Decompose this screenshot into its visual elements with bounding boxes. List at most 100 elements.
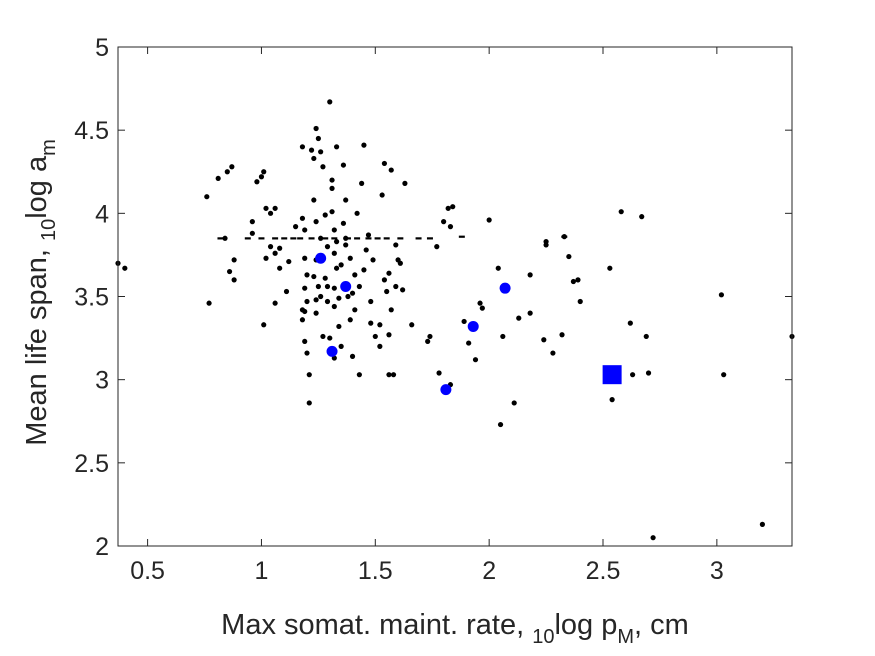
data-point	[277, 265, 283, 271]
x-axis-label: Max somat. maint. rate, 10log pM, cm	[221, 609, 689, 648]
data-point	[477, 300, 483, 306]
data-point	[472, 357, 479, 363]
data-point	[381, 160, 388, 167]
data-point-dash	[344, 237, 351, 240]
data-point	[486, 217, 492, 223]
data-point-dash	[322, 237, 329, 240]
data-point	[630, 372, 636, 378]
data-point-dash	[308, 237, 315, 240]
data-point	[261, 169, 267, 175]
data-point	[363, 247, 369, 253]
x-tick-label: 3	[710, 557, 724, 585]
data-point	[479, 305, 485, 311]
data-point	[345, 293, 351, 300]
data-point	[299, 317, 306, 323]
y-tick-label: 3.5	[74, 284, 109, 312]
data-point	[299, 307, 306, 313]
data-point	[427, 333, 433, 340]
data-point	[333, 265, 340, 271]
data-point	[388, 307, 394, 313]
data-point	[302, 338, 308, 345]
data-point-dash	[297, 237, 304, 240]
x-axis-label-subscript: 10	[532, 626, 554, 648]
x-tick-label: 0.5	[130, 557, 165, 585]
data-point	[324, 283, 331, 290]
data-point-dash	[354, 237, 361, 240]
data-point	[361, 142, 367, 148]
y-tick-label: 5	[95, 34, 109, 62]
plot-area	[115, 99, 795, 541]
data-point	[277, 245, 283, 251]
data-point-dash	[415, 237, 422, 240]
data-point	[311, 197, 317, 203]
data-point	[500, 333, 506, 340]
data-point	[329, 185, 335, 191]
data-point-dash	[365, 237, 372, 240]
x-tick-label: 1.5	[358, 557, 393, 585]
y-tick-label: 4	[95, 200, 109, 228]
axis-ticks: 0.5 1 1.5 2 2.5 3 2 2.5 3 3.5 4 4.5 5	[74, 34, 792, 585]
data-point	[461, 318, 467, 325]
data-point	[315, 135, 321, 142]
data-point	[313, 125, 319, 132]
data-point	[386, 372, 392, 378]
highlight-point	[440, 384, 452, 396]
highlight-point	[340, 281, 352, 293]
data-point-dash	[397, 237, 404, 240]
x-axis-label-prefix: Max somat. maint. rate,	[221, 609, 532, 641]
data-point	[352, 307, 358, 313]
data-point	[329, 177, 335, 183]
data-point-dash	[331, 237, 338, 240]
data-point	[347, 255, 353, 261]
data-point	[359, 180, 365, 186]
data-point	[618, 209, 624, 215]
x-tick-label: 2	[482, 557, 496, 585]
data-point	[215, 175, 221, 182]
data-point	[333, 239, 340, 245]
data-point	[267, 210, 274, 216]
data-point	[497, 421, 504, 428]
data-point	[721, 372, 727, 378]
data-point	[447, 224, 454, 230]
data-point	[639, 214, 645, 220]
data-point	[333, 144, 340, 150]
data-point	[306, 372, 312, 378]
data-point	[315, 283, 321, 290]
data-point	[336, 323, 342, 330]
data-point-dash	[244, 237, 251, 240]
data-point	[645, 370, 652, 376]
data-point	[386, 332, 392, 338]
data-point	[311, 273, 317, 280]
data-point	[527, 272, 533, 278]
data-point	[249, 230, 255, 236]
y-tick-label: 4.5	[74, 117, 109, 145]
data-point	[331, 285, 337, 291]
data-point	[336, 295, 342, 301]
data-point	[122, 265, 128, 271]
data-point	[313, 297, 319, 303]
data-point	[450, 204, 456, 210]
data-point	[304, 350, 310, 356]
data-point	[293, 224, 299, 230]
data-point	[343, 197, 349, 203]
data-point-dash	[281, 237, 288, 240]
data-point	[343, 242, 349, 248]
data-point	[436, 370, 442, 376]
data-point	[258, 174, 265, 180]
data-point-dash	[426, 237, 433, 240]
data-point	[445, 205, 451, 211]
data-point	[627, 320, 633, 326]
data-point	[577, 298, 583, 305]
data-point	[400, 287, 406, 293]
data-point	[222, 235, 228, 241]
data-point	[425, 338, 431, 345]
data-point	[263, 255, 269, 261]
highlight-point	[315, 252, 327, 264]
data-point	[384, 288, 390, 295]
data-point	[338, 262, 344, 268]
data-point	[759, 521, 765, 527]
x-axis-label-unit: , cm	[634, 609, 689, 641]
data-point-dash	[458, 235, 465, 238]
data-point	[318, 149, 324, 155]
